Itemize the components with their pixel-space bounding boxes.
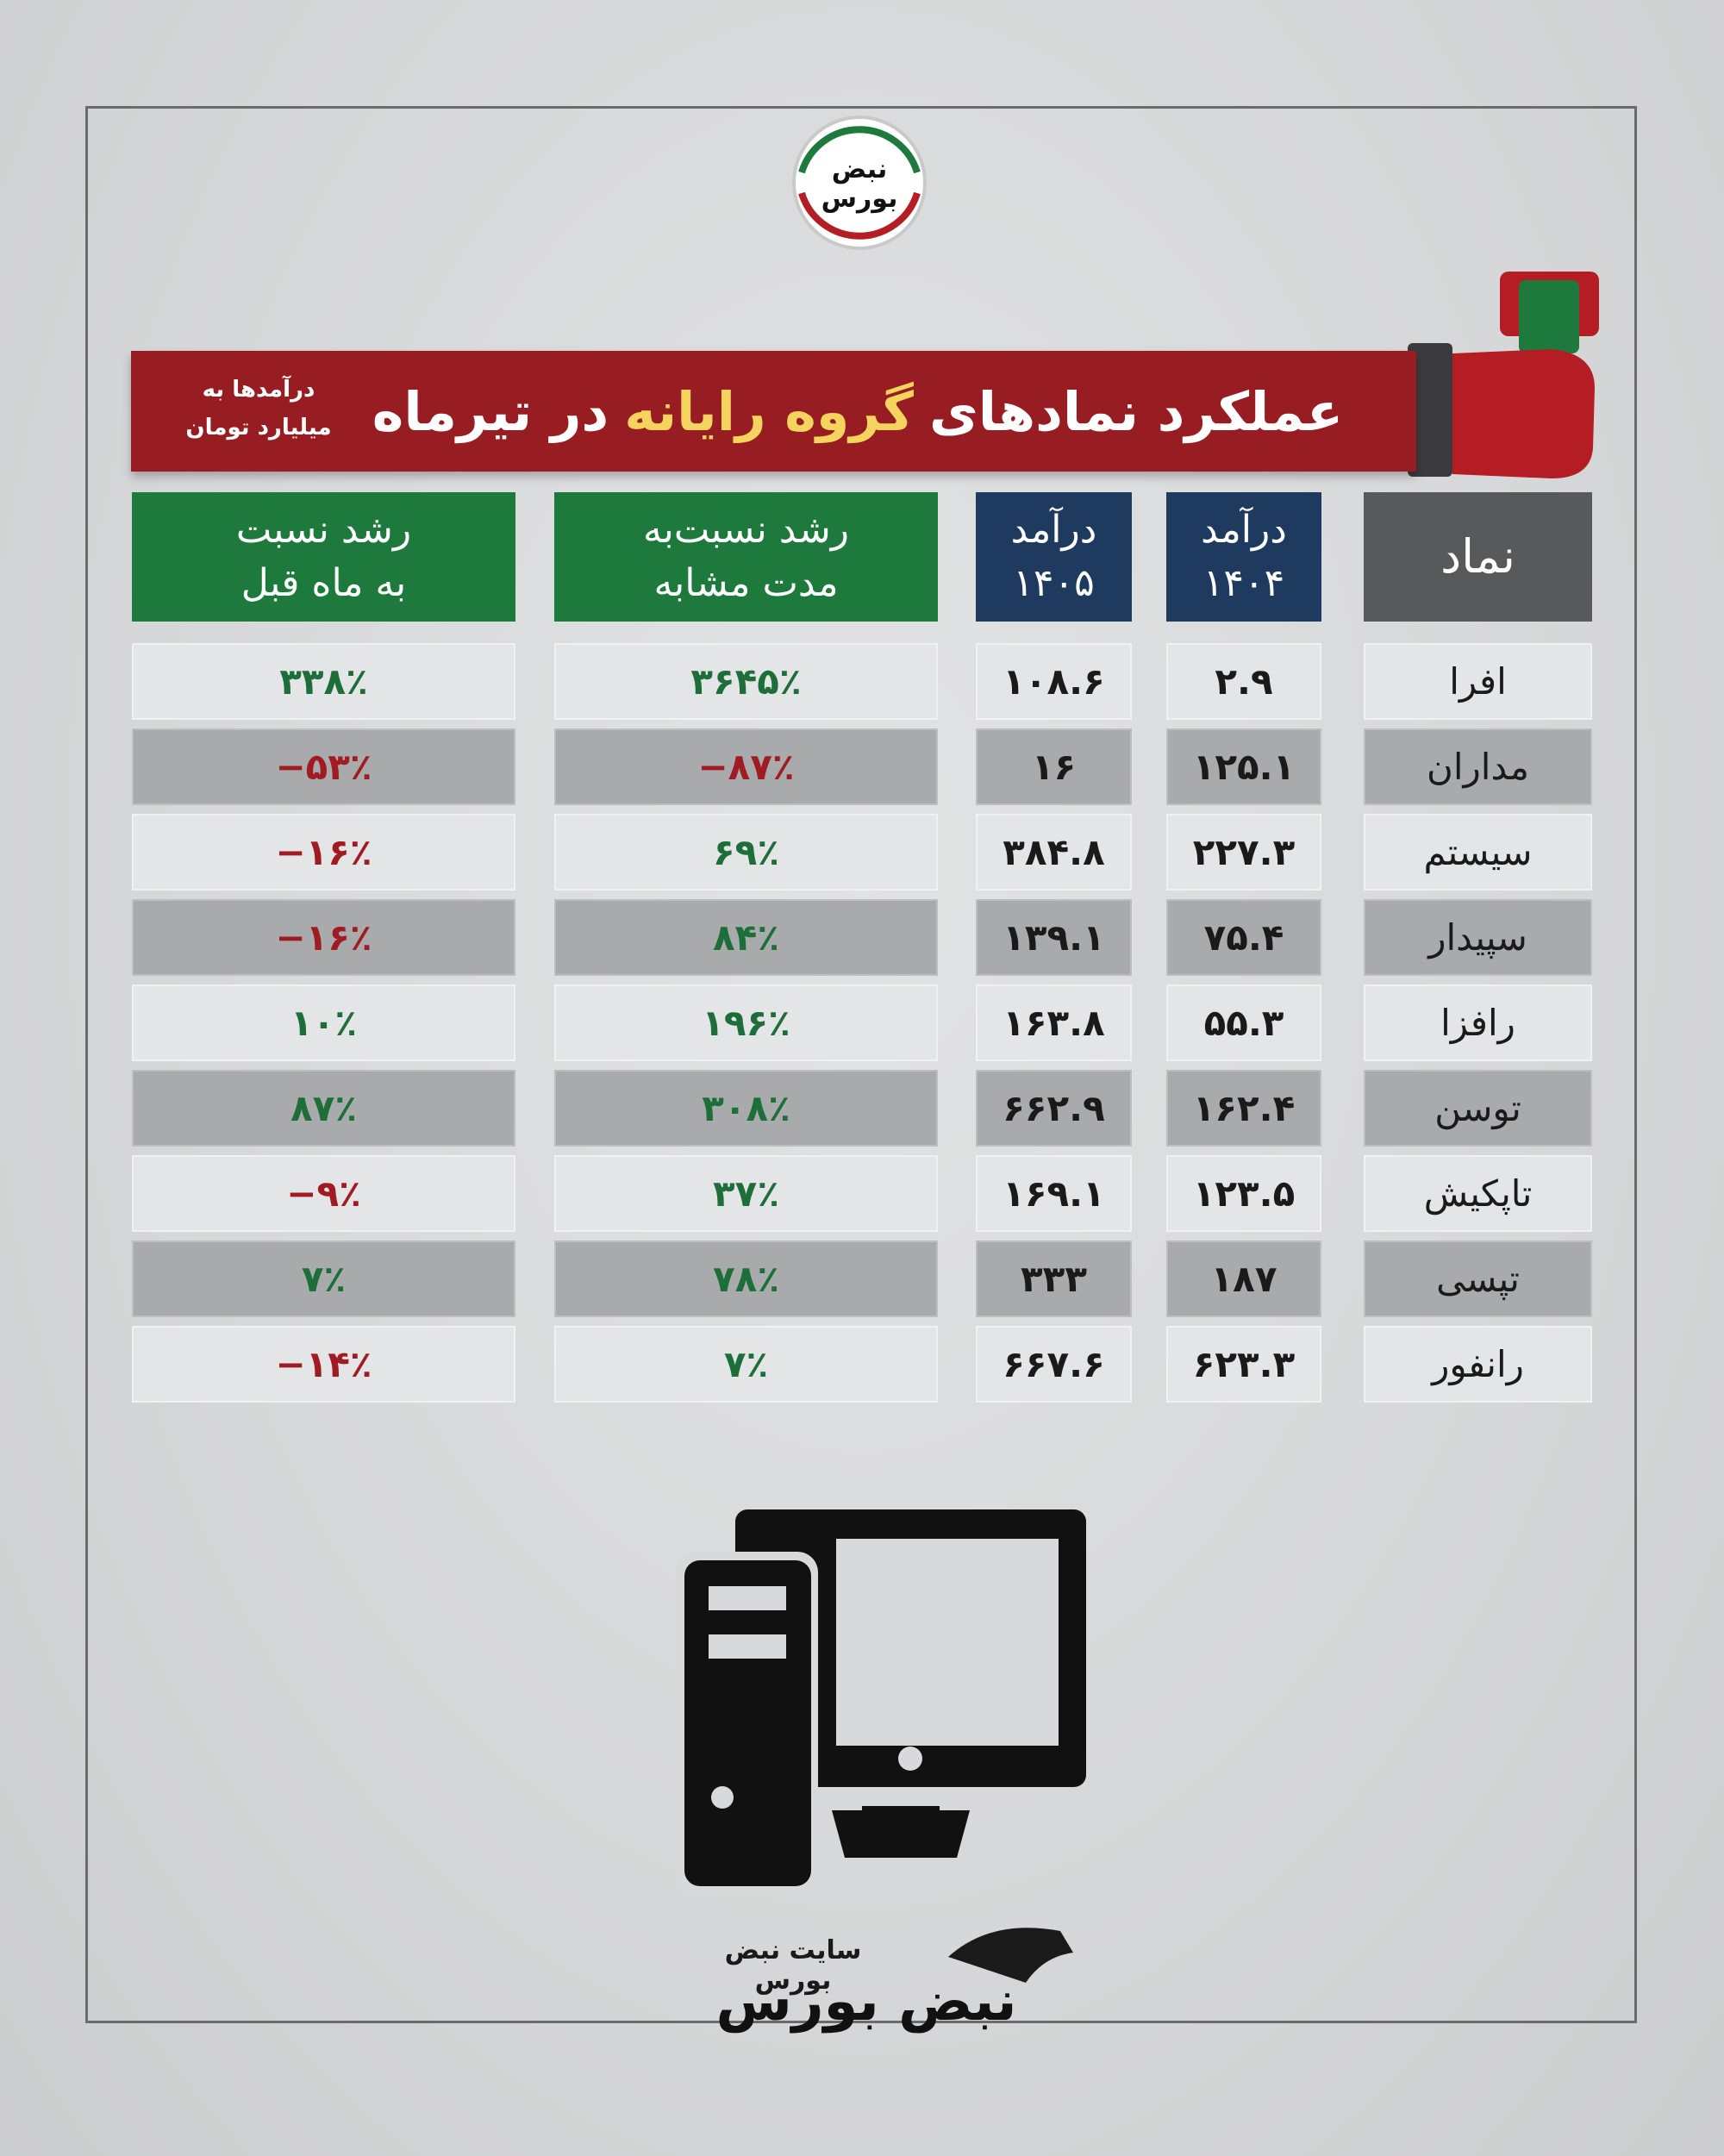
- header-line: ۱۴۰۴: [1202, 561, 1285, 605]
- value-cell: ۳۸۴.۸: [976, 814, 1132, 891]
- value-cell: ۷٪: [554, 1326, 938, 1403]
- value-cell: ۵۵.۳: [1166, 984, 1321, 1061]
- value-cell: ۶۶۷.۶: [976, 1326, 1132, 1403]
- value-cell: ۱۸۷: [1166, 1240, 1321, 1317]
- symbol-cell: تپسی: [1364, 1240, 1592, 1317]
- value-cell: ۳۰۸٪: [554, 1070, 938, 1147]
- symbol-cell: سپیدار: [1364, 899, 1592, 976]
- value-cell: ۷۵.۴: [1166, 899, 1321, 976]
- logo-circle: [792, 116, 927, 250]
- symbol-cell: سیستم: [1364, 814, 1592, 891]
- logo-text: نبض بورس: [821, 154, 898, 214]
- logo-arc: [798, 191, 921, 240]
- value-cell: ۳۷٪: [554, 1155, 938, 1232]
- title-part: عملکرد نمادهای: [928, 379, 1344, 443]
- value-cell: −۱۶٪: [132, 814, 515, 891]
- column-header: درآمد ۱۴۰۴: [1166, 492, 1321, 622]
- column-header: رشد نسبت‌به مدت مشابه: [554, 492, 938, 622]
- header-line: درآمد: [1201, 508, 1287, 552]
- value-cell: ۱۳۹.۱: [976, 899, 1132, 976]
- note-line: درآمدها به: [202, 377, 315, 403]
- value-cell: ۱۶۳.۸: [976, 984, 1132, 1061]
- value-cell: ۳۳۸٪: [132, 643, 515, 720]
- value-cell: −۵۳٪: [132, 728, 515, 805]
- header-line: به ماه قبل: [240, 561, 407, 605]
- value-cell: ۱۰٪: [132, 984, 515, 1061]
- value-cell: ۸۷٪: [132, 1070, 515, 1147]
- footer-site: سایت نبض بورس: [724, 1935, 862, 1996]
- value-cell: ۲.۹: [1166, 643, 1321, 720]
- title-highlight: گروه رایانه: [624, 379, 914, 443]
- header-line: نماد: [1440, 529, 1515, 584]
- value-cell: ۱۹۶٪: [554, 984, 938, 1061]
- value-cell: ۱۲۵.۱: [1166, 728, 1321, 805]
- footer-brand: نبض بورس: [715, 1970, 1017, 2034]
- value-cell: ۱۶: [976, 728, 1132, 805]
- value-cell: ۱۲۳.۵: [1166, 1155, 1321, 1232]
- title-part: در تیرماه: [372, 379, 609, 443]
- value-cell: ۷٪: [132, 1240, 515, 1317]
- value-cell: ۳۳۳: [976, 1240, 1132, 1317]
- header-line: درآمد: [1010, 508, 1097, 552]
- value-cell: ۱۰۸.۶: [976, 643, 1132, 720]
- title-banner: [131, 351, 1416, 472]
- value-cell: ۲۲۷.۳: [1166, 814, 1321, 891]
- computer-icon: [676, 1509, 1086, 1895]
- symbol-cell: تاپکیش: [1364, 1155, 1592, 1232]
- note-line: میلیارد تومان: [185, 415, 332, 441]
- value-cell: ۱۶۹.۱: [976, 1155, 1132, 1232]
- value-cell: −۱۶٪: [132, 899, 515, 976]
- column-header: درآمد ۱۴۰۵: [976, 492, 1132, 622]
- value-cell: ۱۶۲.۴: [1166, 1070, 1321, 1147]
- header-line: رشد نسبت‌به: [643, 508, 850, 552]
- value-cell: ۸۴٪: [554, 899, 938, 976]
- symbol-cell: مداران: [1364, 728, 1592, 805]
- column-header: نماد: [1364, 492, 1592, 622]
- symbol-cell: رانفور: [1364, 1326, 1592, 1403]
- frame: [85, 106, 1637, 2023]
- value-cell: ۷۸٪: [554, 1240, 938, 1317]
- value-cell: ۶۹٪: [554, 814, 938, 891]
- bull-icon: [948, 1928, 1073, 1983]
- title: عملکرد نمادهای گروه رایانه در تیرماه: [362, 351, 1353, 472]
- value-cell: ۶۲۳.۳: [1166, 1326, 1321, 1403]
- symbol-cell: افرا: [1364, 643, 1592, 720]
- header-line: ۱۴۰۵: [1013, 561, 1095, 605]
- header-line: مدت مشابه: [653, 561, 839, 605]
- unit-note: درآمدها به میلیارد تومان: [172, 371, 345, 447]
- value-cell: ۶۶۲.۹: [976, 1070, 1132, 1147]
- value-cell: −۹٪: [132, 1155, 515, 1232]
- header-line: رشد نسبت: [235, 508, 412, 552]
- value-cell: ۳۶۴۵٪: [554, 643, 938, 720]
- symbol-cell: توسن: [1364, 1070, 1592, 1147]
- logo-arc: [798, 126, 921, 174]
- column-header: رشد نسبت به ماه قبل: [132, 492, 515, 622]
- hand-icon: [1408, 272, 1599, 478]
- symbol-cell: رافزا: [1364, 984, 1592, 1061]
- value-cell: −۸۷٪: [554, 728, 938, 805]
- value-cell: −۱۴٪: [132, 1326, 515, 1403]
